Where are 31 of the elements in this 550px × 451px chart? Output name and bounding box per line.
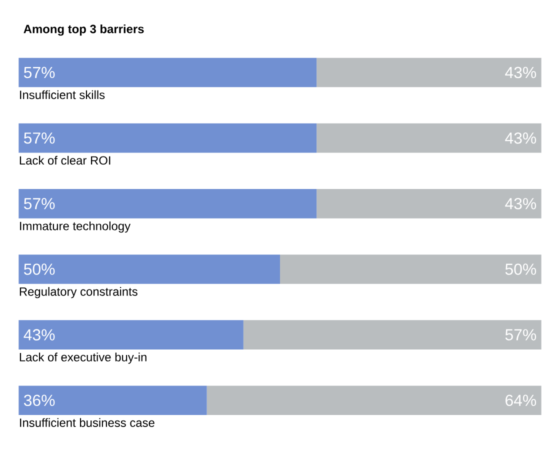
data-label: 64% (506, 394, 536, 406)
y-tick-label: Insufficient business case (20, 418, 154, 427)
data-label: 36% (24, 394, 55, 406)
bar (280, 254, 542, 284)
bar (18, 320, 244, 350)
bar (18, 58, 317, 88)
data-label: 57% (24, 132, 55, 144)
data-label: 50% (24, 264, 55, 275)
bar (18, 254, 280, 284)
bar (18, 386, 207, 416)
bar (18, 123, 317, 153)
y-tick-label: Immature technology (20, 221, 131, 233)
chart-title: Among top 3 barriers (24, 24, 144, 36)
data-label: 43% (24, 329, 55, 340)
data-label: 50% (505, 264, 536, 275)
y-tick-label: Lack of executive buy-in (20, 352, 146, 364)
data-label: 57% (505, 329, 536, 340)
y-tick-label: Insufficient skills (20, 90, 105, 100)
data-label: 43% (505, 66, 536, 78)
bar (243, 320, 542, 350)
data-label: 57% (24, 66, 55, 78)
data-label: 43% (505, 198, 536, 210)
y-tick-label: Regulatory constraints (20, 287, 138, 298)
bar (316, 58, 542, 88)
bar (18, 188, 317, 218)
y-tick-label: Lack of clear ROI (20, 156, 110, 165)
bar (316, 188, 542, 218)
data-label: 43% (505, 132, 536, 144)
bar (206, 386, 542, 416)
data-label: 57% (24, 198, 55, 210)
bar (316, 123, 542, 153)
